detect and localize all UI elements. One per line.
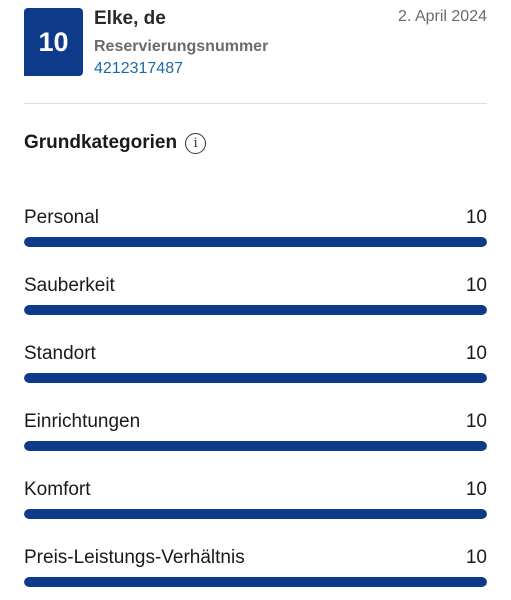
category-score: 10: [465, 207, 487, 228]
category-score: 10: [465, 547, 487, 568]
category-sauberkeit: Sauberkeit 10: [24, 275, 487, 319]
category-einrichtungen: Einrichtungen 10: [24, 411, 487, 455]
category-preis-leistung: Preis-Leistungs-Verhältnis 10: [24, 547, 487, 591]
category-bar-fill: [24, 509, 487, 519]
category-personal: Personal 10: [24, 207, 487, 251]
category-label: Sauberkeit: [24, 275, 115, 296]
divider: [24, 103, 487, 104]
reviewer-name: Elke, de: [94, 8, 166, 29]
category-bar: [24, 441, 487, 451]
score-badge: 10: [24, 8, 83, 76]
category-bar-fill: [24, 305, 487, 315]
section-title: Grundkategorien i: [24, 132, 207, 154]
category-bar: [24, 577, 487, 587]
category-bar-fill: [24, 373, 487, 383]
category-score: 10: [465, 411, 487, 432]
category-label: Standort: [24, 343, 96, 364]
category-bar-fill: [24, 237, 487, 247]
category-komfort: Komfort 10: [24, 479, 487, 523]
review-date: 2. April 2024: [398, 8, 487, 25]
category-bar: [24, 305, 487, 315]
info-icon[interactable]: i: [185, 132, 207, 154]
review-header: 10 Elke, de Reservierungsnummer 42123174…: [24, 8, 487, 78]
category-label: Preis-Leistungs-Verhältnis: [24, 547, 245, 568]
category-label: Komfort: [24, 479, 91, 500]
reservation-number-link[interactable]: 4212317487: [94, 60, 183, 77]
category-bar: [24, 373, 487, 383]
category-score: 10: [465, 343, 487, 364]
category-bar: [24, 237, 487, 247]
category-bar: [24, 509, 487, 519]
reservation-label: Reservierungsnummer: [94, 38, 269, 55]
category-bar-fill: [24, 441, 487, 451]
category-bar-fill: [24, 577, 487, 587]
category-standort: Standort 10: [24, 343, 487, 387]
category-score: 10: [465, 479, 487, 500]
category-label: Einrichtungen: [24, 411, 141, 432]
category-score: 10: [465, 275, 487, 296]
section-title-text: Grundkategorien: [24, 132, 178, 153]
category-label: Personal: [24, 207, 99, 228]
